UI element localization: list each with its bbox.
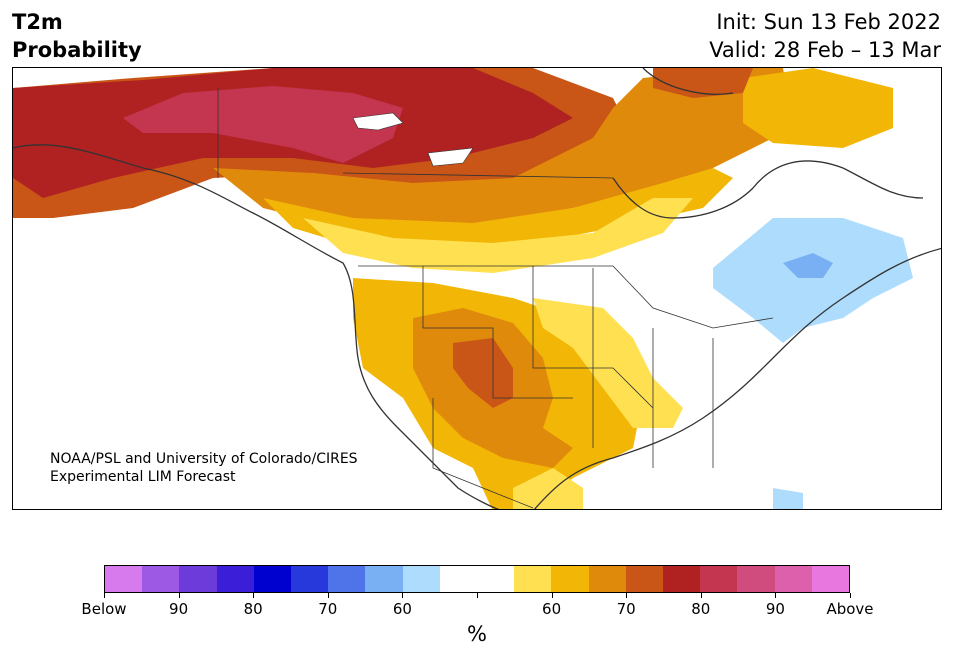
colorbar-tick <box>551 593 553 598</box>
colorbar <box>104 565 850 593</box>
colorbar-tick <box>477 593 478 598</box>
title-line-1: T2m <box>12 10 63 34</box>
colorbar-segment <box>625 566 664 592</box>
colorbar-tick-label: Below <box>81 600 127 618</box>
region-yellow-mid <box>303 198 693 273</box>
credit-line-1: NOAA/PSL and University of Colorado/CIRE… <box>50 451 358 467</box>
colorbar-segment <box>439 566 478 592</box>
colorbar-segment <box>774 566 812 592</box>
colorbar-tick <box>178 593 180 598</box>
colorbar-tick-label: 80 <box>691 600 711 618</box>
region-red-ne <box>653 68 753 98</box>
region-crimson <box>123 86 403 163</box>
region-yellow-southern-plains <box>533 298 683 428</box>
colorbar-segment <box>811 566 850 592</box>
colorbar-tick <box>104 593 105 598</box>
colorbar-segment <box>514 566 552 592</box>
colorbar-tick <box>700 593 702 598</box>
colorbar-segment <box>588 566 626 592</box>
colorbar-tick <box>850 593 851 598</box>
title-line-2: Probability <box>12 38 142 62</box>
colorbar-tick <box>253 593 255 598</box>
map-credit: NOAA/PSL and University of Colorado/CIRE… <box>50 450 358 486</box>
colorbar-tick-label: 80 <box>243 600 263 618</box>
colorbar-tick-label: 90 <box>765 600 785 618</box>
credit-line-2: Experimental LIM Forecast <box>50 469 236 485</box>
colorbar-tick <box>775 593 777 598</box>
init-date: Init: Sun 13 Feb 2022 <box>716 10 941 34</box>
map-title: T2m Probability <box>12 8 142 64</box>
region-blue-northeast <box>783 253 833 278</box>
forecast-map: NOAA/PSL and University of Colorado/CIRE… <box>12 67 942 510</box>
colorbar-segment <box>105 566 143 592</box>
region-yellow-mexico <box>513 468 583 509</box>
colorbar-segment <box>477 566 515 592</box>
region-gold-ne <box>743 68 893 148</box>
great-slave-lake <box>427 147 474 167</box>
region-lightblue-southeast <box>773 488 803 509</box>
colorbar-segment <box>365 566 403 592</box>
colorbar-segment <box>700 566 738 592</box>
colorbar-segment <box>253 566 292 592</box>
colorbar-tick-label: 60 <box>392 600 412 618</box>
colorbar-segment <box>179 566 217 592</box>
coastlines <box>13 68 941 509</box>
colorbar-segment <box>328 566 366 592</box>
colorbar-tick-label: 70 <box>318 600 338 618</box>
region-gold-mid <box>263 168 733 248</box>
colorbar-segment <box>737 566 775 592</box>
colorbar-tick <box>402 593 404 598</box>
region-red-southwest <box>453 338 513 408</box>
colorbar-segment <box>291 566 329 592</box>
colorbar-units: % <box>467 622 487 646</box>
colorbar-segment <box>216 566 254 592</box>
colorbar-segment <box>551 566 589 592</box>
colorbar-segment <box>142 566 180 592</box>
colorbar-tick <box>327 593 329 598</box>
great-bear-lake <box>352 112 404 131</box>
colorbar-segment <box>663 566 701 592</box>
probability-map-svg <box>13 68 941 509</box>
colorbar-segment <box>402 566 440 592</box>
colorbar-tick <box>626 593 628 598</box>
forecast-dates: Init: Sun 13 Feb 2022 Valid: 28 Feb – 13… <box>709 8 941 64</box>
valid-period: Valid: 28 Feb – 13 Mar <box>709 38 941 62</box>
political-borders <box>217 88 774 509</box>
region-lightblue-northeast <box>713 218 913 343</box>
colorbar-tick-label: 90 <box>169 600 189 618</box>
colorbar-tick-label: Above <box>826 600 874 618</box>
colorbar-tick-label: 60 <box>542 600 562 618</box>
colorbar-tick-label: 70 <box>616 600 636 618</box>
